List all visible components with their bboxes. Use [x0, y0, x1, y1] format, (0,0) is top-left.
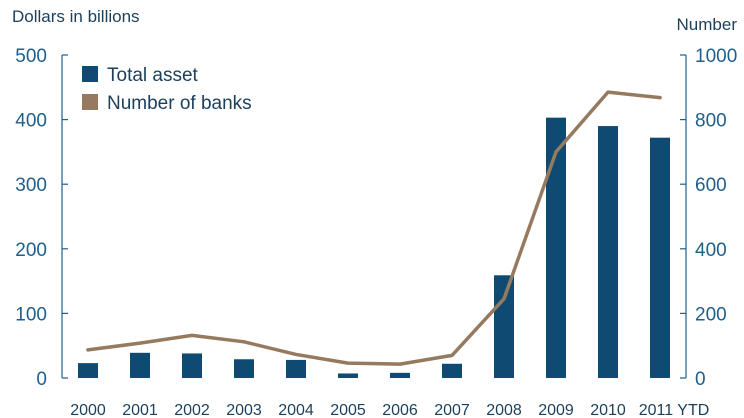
line-point	[450, 353, 454, 357]
right-tick-label: 600	[695, 175, 727, 196]
bar	[338, 373, 358, 378]
x-tick-label: 2006	[382, 402, 418, 418]
line-point	[346, 361, 350, 365]
right-tick-label: 400	[695, 240, 727, 261]
left-tick-label: 100	[15, 304, 47, 325]
line-point	[190, 333, 194, 337]
line-point	[294, 352, 298, 357]
x-tick-label: 2011 YTD	[639, 402, 710, 418]
legend-label-line: Number of banks	[107, 93, 252, 114]
right-tick-label: 200	[695, 304, 727, 325]
line-point	[138, 341, 142, 345]
bar	[130, 352, 150, 378]
line-path	[86, 90, 662, 366]
x-tick-label: 2004	[278, 402, 314, 418]
axes: 0 0 100 200 200 400 300 600 400 800 500 1000 2000 200…	[15, 46, 737, 418]
bar	[182, 353, 202, 378]
x-tick-label: 2010	[590, 402, 626, 418]
left-tick-label: 500	[15, 46, 47, 67]
legend: Total asset Number of banks	[82, 65, 252, 114]
line-point	[398, 362, 402, 366]
left-axis-title: Dollars in billions	[12, 7, 140, 26]
x-tick-label: 2001	[122, 402, 158, 418]
right-axis-title: Number	[677, 15, 738, 34]
legend-label-bar: Total asset	[107, 65, 199, 86]
bar	[442, 363, 462, 378]
x-tick-label: 2000	[70, 402, 106, 418]
line-series	[86, 90, 662, 366]
bar	[78, 363, 98, 378]
right-tick-label: 1000	[695, 46, 737, 67]
left-tick-label: 300	[15, 175, 47, 196]
left-tick-label: 200	[15, 240, 47, 261]
bar	[234, 359, 254, 378]
x-tick-label: 2007	[434, 402, 470, 418]
bar	[650, 137, 670, 378]
x-tick-label: 2008	[486, 402, 522, 418]
left-tick-label: 0	[36, 369, 47, 390]
legend-swatch-bar	[82, 66, 98, 82]
x-tick-label: 2009	[538, 402, 574, 418]
bar	[598, 126, 618, 378]
x-tick-label: 2005	[330, 402, 366, 418]
line-point	[86, 348, 90, 352]
right-tick-label: 0	[695, 369, 706, 390]
bar	[286, 359, 306, 378]
line-point	[554, 150, 558, 154]
left-tick-label: 400	[15, 111, 47, 132]
x-tick-label: 2002	[174, 402, 210, 418]
line-point	[502, 297, 506, 301]
bar	[494, 275, 514, 378]
bar	[546, 117, 566, 379]
legend-swatch-line	[82, 94, 98, 110]
bar	[390, 372, 410, 378]
right-tick-label: 800	[695, 111, 727, 132]
x-tick-label: 2003	[226, 402, 262, 418]
line-point	[658, 96, 662, 100]
line-point	[606, 90, 610, 94]
line-point	[242, 340, 246, 344]
bar-series	[78, 117, 670, 379]
